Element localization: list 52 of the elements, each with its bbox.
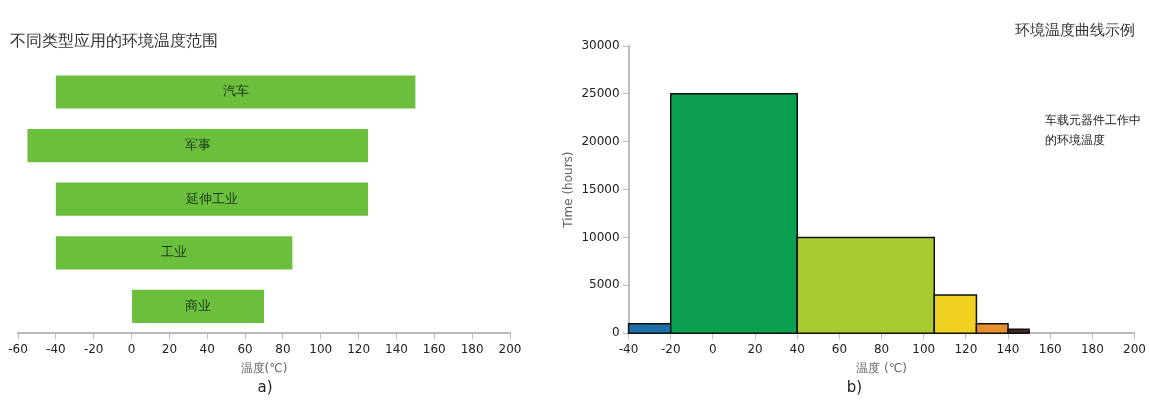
x-tick-label: -40 xyxy=(46,341,66,356)
x-tick-label: 200 xyxy=(498,341,522,356)
y-axis-title: Time (hours) xyxy=(561,151,576,229)
x-tick-label: 140 xyxy=(996,341,1020,356)
bar xyxy=(55,236,293,270)
annotation: 车载元器件工作中的环境温度 xyxy=(1045,112,1141,149)
x-tick-label: 160 xyxy=(422,341,446,356)
x-tick-label: 180 xyxy=(1080,341,1104,356)
bar xyxy=(27,128,369,163)
x-tick-label: -20 xyxy=(83,341,104,356)
x-tick-label: 40 xyxy=(199,341,215,356)
bar xyxy=(55,182,369,216)
y-tick-label: 15000 xyxy=(581,181,620,196)
category-label: 军事 xyxy=(184,136,211,152)
x-tick-label: -40 xyxy=(618,341,639,356)
bar xyxy=(132,289,264,324)
x-tick-label: 0 xyxy=(127,341,136,356)
category-label: 工业 xyxy=(161,244,188,260)
x-tick-label: 120 xyxy=(347,341,371,356)
x-tick-label: 60 xyxy=(237,341,253,356)
category-label: 延伸工业 xyxy=(185,190,238,206)
y-tick-label: 10000 xyxy=(581,229,620,244)
x-tick-label: 20 xyxy=(161,341,178,356)
chart-title: 不同类型应用的环境温度范围 xyxy=(10,30,218,50)
text: b) xyxy=(845,378,864,396)
y-tick-label: 30000 xyxy=(581,38,620,53)
x-tick-label: 100 xyxy=(309,341,333,356)
bar xyxy=(55,75,416,109)
y-tick-label: 5000 xyxy=(589,277,620,292)
category-label: 商业 xyxy=(185,297,212,313)
x-tick-label: 80 xyxy=(873,341,890,356)
chart-title: 环境温度曲线示例 xyxy=(1015,20,1135,39)
y-tick-label: 0 xyxy=(611,325,620,340)
text: a) xyxy=(256,378,274,396)
x-tick-label: 120 xyxy=(954,341,978,356)
x-tick-label: 80 xyxy=(275,341,291,356)
y-tick-label: 20000 xyxy=(581,133,620,148)
x-tick-label: 40 xyxy=(789,341,805,356)
category-label: 汽车 xyxy=(222,83,249,99)
x-tick-label: 200 xyxy=(1123,341,1146,356)
x-tick-label: 160 xyxy=(1038,341,1062,356)
y-tick-label: 25000 xyxy=(581,85,620,100)
x-tick-label: 60 xyxy=(831,341,848,356)
x-axis-title: 温度 (℃) xyxy=(856,360,907,375)
x-tick-label: 0 xyxy=(709,341,717,356)
x-tick-label: 140 xyxy=(385,341,408,356)
x-tick-label: 100 xyxy=(912,341,936,356)
x-tick-label: -60 xyxy=(8,341,28,356)
x-axis-title: 温度(℃) xyxy=(240,360,288,375)
x-tick-label: 20 xyxy=(747,341,763,356)
x-tick-label: -20 xyxy=(660,341,681,356)
x-tick-label: 180 xyxy=(460,341,484,356)
